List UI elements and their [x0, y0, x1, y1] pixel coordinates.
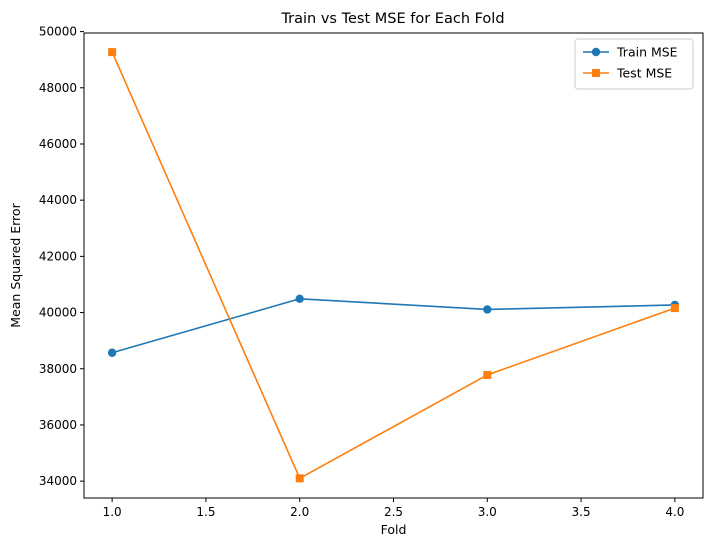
legend-train-mse-marker [591, 47, 601, 57]
y-tick-label: 34000 [39, 474, 77, 488]
x-tick-label: 1.0 [103, 505, 122, 519]
legend: Train MSE Test MSE [574, 38, 694, 90]
y-tick-label: 38000 [39, 362, 77, 376]
x-tick-label: 2.0 [290, 505, 309, 519]
legend-train-mse-label: Train MSE [616, 45, 678, 60]
plot-frame [83, 32, 704, 499]
train-mse-point [107, 348, 117, 357]
x-tick-label: 4.0 [665, 505, 684, 519]
y-tick-label: 40000 [39, 306, 77, 320]
x-tick-label: 2.5 [384, 505, 403, 519]
series-layer [107, 48, 680, 483]
y-axis-label: Mean Squared Error [8, 202, 23, 327]
x-tick-label: 3.0 [478, 505, 497, 519]
legend-test-mse-label: Test MSE [616, 66, 672, 81]
chart-title: Train vs Test MSE for Each Fold [280, 11, 504, 27]
x-axis-label: Fold [381, 522, 407, 537]
test-mse-point [108, 48, 117, 57]
test-mse-point [670, 304, 679, 313]
test-mse-line [111, 51, 676, 480]
x-tick-label: 1.5 [196, 505, 215, 519]
train-mse-point [483, 305, 492, 314]
test-mse-point [483, 370, 492, 379]
y-tick-label: 50000 [39, 25, 77, 39]
y-tick-label: 42000 [39, 249, 77, 263]
y-tick-label: 44000 [39, 193, 77, 207]
test-mse-point [295, 474, 304, 483]
x-tick-label: 3.5 [572, 505, 591, 519]
legend-test-mse-marker [592, 69, 600, 77]
y-tick-label: 36000 [39, 418, 77, 432]
y-tick-label: 48000 [39, 81, 77, 95]
axes: 1.0 1.5 2.0 2.5 3.0 3.5 4.0 34000 36000 38000 4000… [39, 25, 685, 519]
y-tick-label: 46000 [39, 137, 77, 151]
train-mse-line [111, 297, 675, 354]
train-mse-point [295, 294, 304, 303]
